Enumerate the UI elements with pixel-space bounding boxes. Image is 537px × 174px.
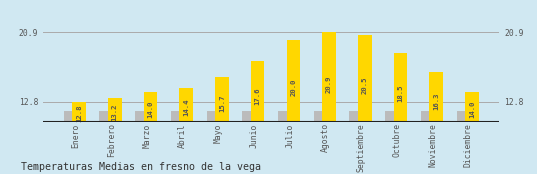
Text: 20.0: 20.0 xyxy=(291,79,296,96)
Bar xyxy=(465,92,478,122)
Text: Temperaturas Medias en fresno de la vega: Temperaturas Medias en fresno de la vega xyxy=(21,162,262,172)
Text: 12.8: 12.8 xyxy=(76,105,82,122)
Text: 14.0: 14.0 xyxy=(469,100,475,118)
Bar xyxy=(135,111,145,122)
Text: 20.9: 20.9 xyxy=(326,75,332,93)
Text: 15.7: 15.7 xyxy=(219,94,225,112)
Bar xyxy=(215,77,229,122)
Text: 16.3: 16.3 xyxy=(433,92,439,109)
Text: 14.0: 14.0 xyxy=(148,100,154,118)
Bar xyxy=(350,111,359,122)
Bar xyxy=(251,61,264,122)
Bar xyxy=(108,98,121,122)
Bar xyxy=(456,111,467,122)
Bar xyxy=(179,88,193,122)
Bar xyxy=(72,102,86,122)
Bar xyxy=(242,111,252,122)
Bar xyxy=(99,111,110,122)
Bar xyxy=(64,111,74,122)
Bar xyxy=(322,32,336,122)
Text: 13.2: 13.2 xyxy=(112,103,118,121)
Bar xyxy=(421,111,431,122)
Bar xyxy=(171,111,181,122)
Text: 18.5: 18.5 xyxy=(397,84,403,102)
Text: 14.4: 14.4 xyxy=(183,99,189,116)
Text: 20.5: 20.5 xyxy=(362,77,368,94)
Text: 17.6: 17.6 xyxy=(255,87,260,105)
Bar xyxy=(385,111,395,122)
Bar xyxy=(394,53,407,122)
Bar xyxy=(358,35,372,122)
Bar xyxy=(430,72,443,122)
Bar xyxy=(287,40,300,122)
Bar xyxy=(207,111,216,122)
Bar xyxy=(278,111,288,122)
Bar xyxy=(314,111,324,122)
Bar xyxy=(144,92,157,122)
